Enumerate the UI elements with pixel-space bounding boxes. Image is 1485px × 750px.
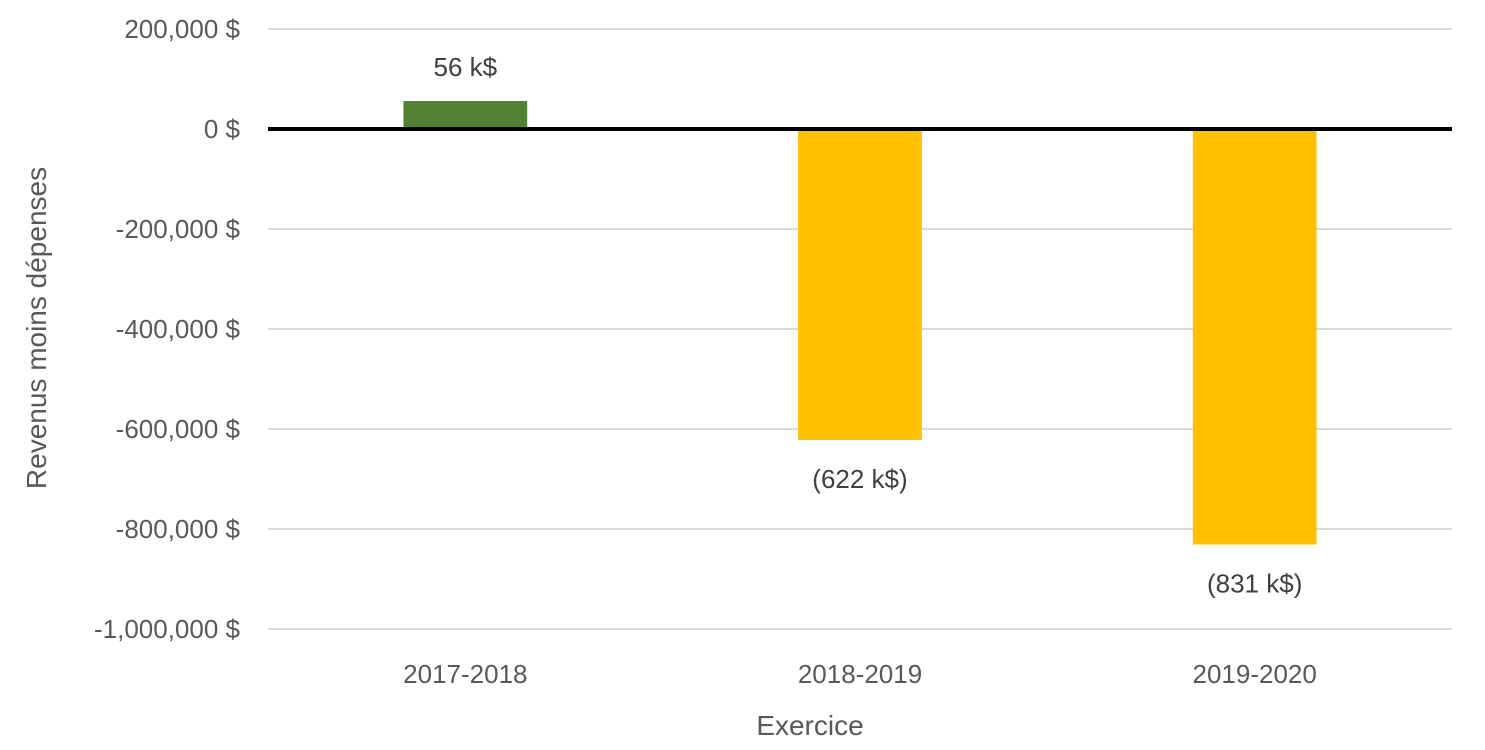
y-axis-tick-labels: 200,000 $ 0 $ -200,000 $ -400,000 $ -600,000… [94, 14, 241, 644]
y-tick-label: -1,000,000 $ [94, 614, 241, 644]
x-axis-category-labels: 2017-2018 2018-2019 2019-2020 [403, 659, 1317, 689]
data-label: (831 k$) [1207, 569, 1302, 599]
x-category-label: 2019-2020 [1192, 659, 1316, 689]
data-label: 56 k$ [434, 52, 498, 82]
x-axis-title: Exercice [756, 710, 863, 741]
y-tick-label: 0 $ [204, 114, 241, 144]
x-category-label: 2017-2018 [403, 659, 527, 689]
y-tick-label: 200,000 $ [124, 14, 240, 44]
y-tick-label: -200,000 $ [116, 214, 241, 244]
y-tick-label: -600,000 $ [116, 414, 241, 444]
y-tick-label: -800,000 $ [116, 514, 241, 544]
bar-2017-2018 [403, 101, 528, 129]
bar-2018-2019 [798, 129, 922, 440]
bar-2019-2020 [1192, 129, 1317, 545]
data-label: (622 k$) [812, 464, 907, 494]
data-labels: 56 k$ (622 k$) (831 k$) [434, 52, 1303, 599]
x-category-label: 2018-2019 [798, 659, 922, 689]
bars [403, 101, 1317, 545]
y-tick-label: -400,000 $ [116, 314, 241, 344]
y-axis-title: Revenus moins dépenses [21, 167, 52, 489]
